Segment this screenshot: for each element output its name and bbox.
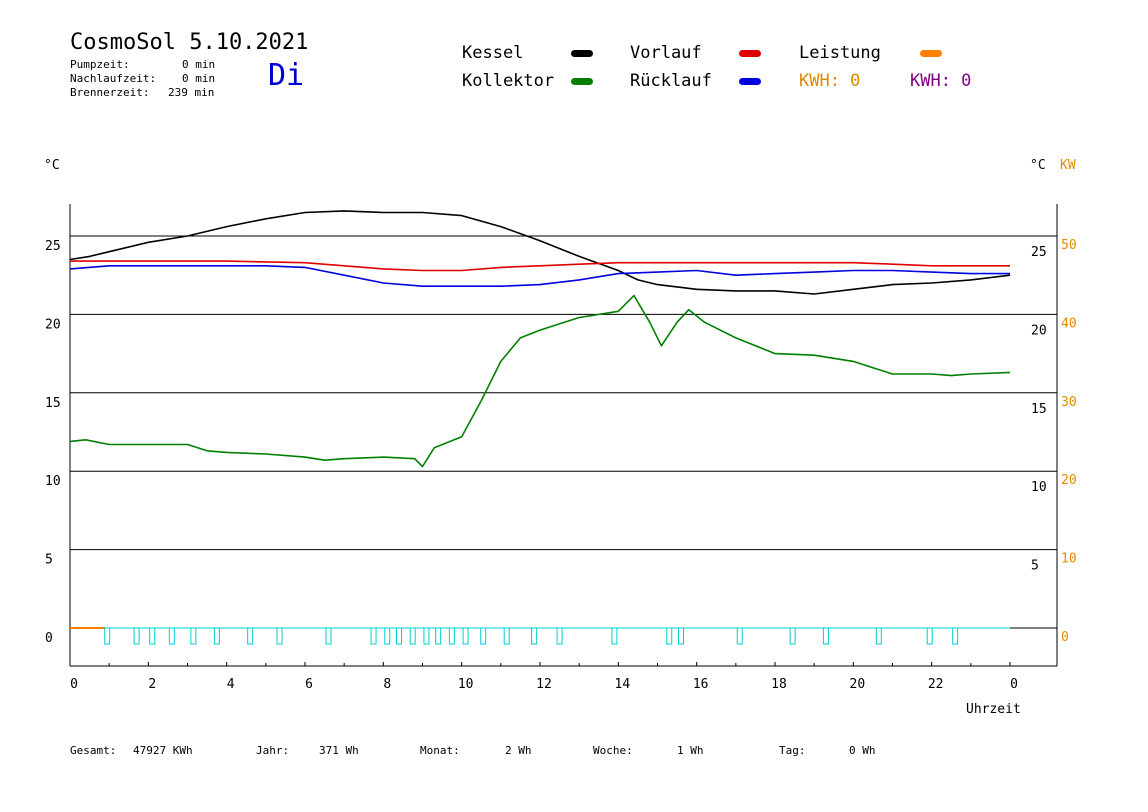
legend-ruecklauf-swatch bbox=[739, 78, 761, 85]
pump-marker bbox=[168, 627, 175, 645]
legend-kollektor-label: Kollektor bbox=[462, 71, 555, 91]
right-power-tick-label: 20 bbox=[1061, 473, 1077, 488]
pump-marker bbox=[789, 627, 796, 645]
pump-marker bbox=[503, 627, 510, 645]
right-unit-power: KW bbox=[1060, 158, 1076, 173]
legend-vorlauf-label: Vorlauf bbox=[630, 43, 702, 63]
footer-jahr-value: 371 Wh bbox=[319, 744, 359, 757]
legend-kessel-label: Kessel bbox=[462, 43, 524, 63]
series-line-kollektor bbox=[69, 294, 1011, 468]
pump-marker bbox=[213, 627, 220, 645]
stat-label-pumpzeit: Pumpzeit: bbox=[70, 58, 130, 71]
kwh-orange: KWH: 0 bbox=[799, 71, 861, 91]
legend-kessel-swatch bbox=[571, 50, 593, 57]
page-title: CosmoSol 5.10.2021 bbox=[70, 30, 309, 55]
left-tick-label: 25 bbox=[45, 239, 61, 254]
pump-marker bbox=[875, 627, 882, 645]
x-tick-label: 22 bbox=[928, 677, 944, 692]
pump-marker bbox=[736, 627, 743, 645]
right-power-tick-label: 10 bbox=[1061, 552, 1077, 567]
pump-marker bbox=[149, 627, 156, 645]
pump-marker bbox=[678, 627, 684, 645]
pump-marker bbox=[611, 627, 618, 645]
pump-marker bbox=[462, 627, 469, 645]
x-tick-label: 20 bbox=[850, 677, 866, 692]
stat-value-brennerzeit: 239 min bbox=[168, 86, 215, 99]
footer-jahr-label: Jahr: bbox=[256, 744, 290, 757]
footer-monat-value: 2 Wh bbox=[505, 744, 532, 757]
right-temp-tick-label: 25 bbox=[1031, 245, 1047, 260]
left-tick-label: 15 bbox=[45, 396, 61, 411]
pump-marker bbox=[396, 627, 402, 645]
legend-leistung-swatch bbox=[920, 50, 942, 57]
legend-vorlauf-swatch bbox=[739, 50, 761, 57]
footer-tag-value: 0 Wh bbox=[849, 744, 876, 757]
pump-marker bbox=[276, 627, 283, 645]
pump-marker bbox=[448, 627, 455, 645]
pump-marker bbox=[370, 627, 377, 645]
pump-marker bbox=[104, 627, 111, 645]
stat-value-nachlaufzeit: 0 min bbox=[182, 72, 216, 85]
right-power-tick-label: 50 bbox=[1061, 238, 1077, 253]
stat-value-pumpzeit: 0 min bbox=[182, 58, 216, 71]
series-line-vorlauf bbox=[70, 260, 1010, 272]
pump-marker bbox=[556, 627, 563, 645]
x-tick-label: 14 bbox=[615, 677, 631, 692]
pump-marker bbox=[190, 627, 197, 645]
footer-woche-label: Woche: bbox=[593, 744, 633, 757]
pump-marker bbox=[325, 627, 332, 645]
right-power-tick-label: 40 bbox=[1061, 316, 1077, 331]
kwh-purple: KWH: 0 bbox=[910, 71, 972, 91]
right-temp-tick-label: 5 bbox=[1031, 559, 1039, 574]
right-power-tick-label: 30 bbox=[1061, 395, 1077, 410]
pump-marker bbox=[384, 627, 391, 645]
pump-marker bbox=[926, 627, 933, 645]
left-tick-label: 0 bbox=[45, 631, 53, 646]
left-tick-label: 5 bbox=[45, 553, 53, 568]
pump-marker bbox=[666, 627, 673, 645]
legend-leistung-label: Leistung bbox=[799, 43, 881, 63]
x-tick-label: 16 bbox=[693, 677, 709, 692]
footer-tag-label: Tag: bbox=[779, 744, 806, 757]
x-tick-label: 0 bbox=[1010, 677, 1018, 692]
x-tick-label: 10 bbox=[458, 677, 474, 692]
x-axis-label: Uhrzeit bbox=[966, 702, 1021, 717]
pump-marker bbox=[531, 627, 538, 645]
x-tick-label: 2 bbox=[148, 677, 156, 692]
x-tick-label: 18 bbox=[771, 677, 787, 692]
footer-gesamt-label: Gesamt: bbox=[70, 744, 117, 757]
right-unit-temp: °C bbox=[1030, 158, 1046, 173]
right-power-tick-label: 0 bbox=[1061, 630, 1069, 645]
stat-label-nachlaufzeit: Nachlaufzeit: bbox=[70, 72, 157, 85]
right-temp-tick-label: 10 bbox=[1031, 480, 1047, 495]
footer-monat-label: Monat: bbox=[420, 744, 460, 757]
pump-marker bbox=[480, 627, 487, 645]
series-line-kessel bbox=[69, 210, 1011, 295]
pump-marker bbox=[952, 627, 959, 645]
left-tick-label: 20 bbox=[45, 317, 61, 332]
pump-marker bbox=[133, 627, 140, 645]
x-tick-label: 4 bbox=[227, 677, 235, 692]
legend-ruecklauf-label: Rücklauf bbox=[630, 71, 712, 91]
x-tick-label: 12 bbox=[536, 677, 552, 692]
pump-marker bbox=[423, 627, 430, 645]
weekday-label: Di bbox=[268, 58, 305, 93]
pump-marker bbox=[822, 627, 829, 645]
series-line-rcklauf bbox=[69, 265, 1010, 287]
right-temp-tick-label: 20 bbox=[1031, 323, 1047, 338]
legend-kollektor-swatch bbox=[571, 78, 593, 85]
footer-gesamt-value: 47927 KWh bbox=[133, 744, 193, 757]
stat-label-brennerzeit: Brennerzeit: bbox=[70, 86, 150, 99]
pump-marker bbox=[247, 627, 254, 645]
x-tick-label: 0 bbox=[70, 677, 78, 692]
footer-woche-value: 1 Wh bbox=[677, 744, 704, 757]
left-tick-label: 10 bbox=[45, 474, 61, 489]
x-tick-label: 6 bbox=[305, 677, 313, 692]
left-unit: °C bbox=[44, 158, 60, 173]
pump-marker bbox=[435, 627, 442, 645]
right-temp-tick-label: 15 bbox=[1031, 402, 1047, 417]
pump-marker bbox=[409, 627, 416, 645]
x-tick-label: 8 bbox=[383, 677, 391, 692]
